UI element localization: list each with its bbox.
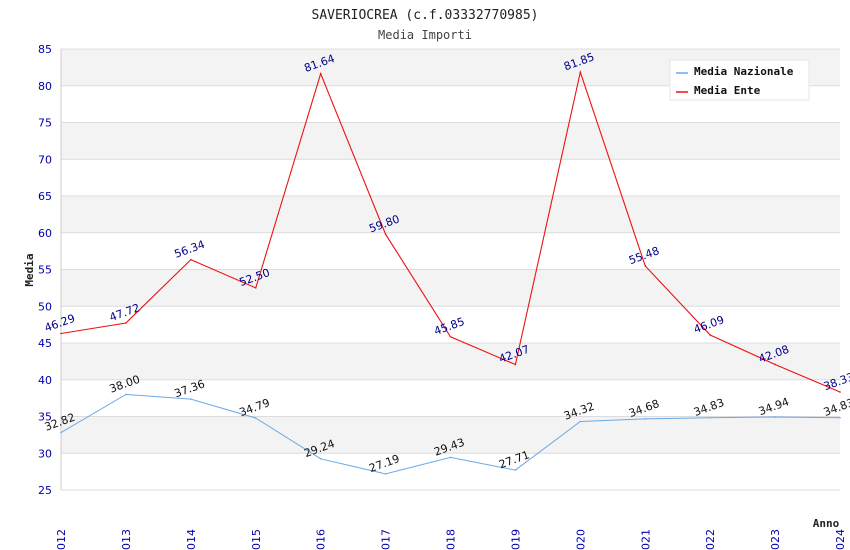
data-point (579, 420, 582, 423)
data-point (644, 418, 647, 420)
data-point (60, 332, 62, 335)
data-point (839, 416, 841, 419)
data-point (384, 473, 387, 475)
y-tick-label: 45 (38, 337, 52, 350)
data-point (60, 431, 62, 434)
data-point (514, 363, 517, 366)
y-tick-label: 55 (38, 264, 52, 277)
x-tick-label: 2020 (574, 529, 587, 550)
data-point (125, 322, 127, 324)
chart-subtitle: Media Importi (378, 28, 472, 42)
data-point (190, 398, 192, 400)
band (61, 159, 840, 196)
legend: Media Nazionale Media Ente (669, 59, 810, 101)
x-tick-label: 2024 (834, 529, 847, 550)
x-tick-label: 2014 (185, 529, 198, 550)
data-point (254, 417, 257, 419)
series-lines (60, 70, 841, 475)
x-tick-label: 2023 (769, 529, 782, 550)
data-point (709, 334, 711, 336)
x-tick-label: 2012 (55, 529, 68, 550)
data-point (449, 456, 452, 459)
y-tick-label: 65 (38, 190, 52, 203)
x-tick-label: 2016 (315, 529, 328, 550)
data-point (774, 363, 776, 366)
x-tick-label: 2013 (120, 529, 133, 550)
x-tick-label: 2021 (639, 529, 652, 550)
band (61, 269, 840, 307)
data-point (125, 393, 127, 396)
y-axis-label: Media (23, 253, 36, 286)
x-tick-label: 2018 (445, 529, 458, 550)
x-axis-ticks: 2012 2013 2014 2015 2016 2017 2018 2019 2020 2021… (55, 529, 847, 550)
y-tick-label: 25 (38, 484, 52, 497)
band (61, 453, 840, 490)
y-tick-label: 85 (38, 43, 52, 56)
band (61, 232, 840, 270)
band (61, 343, 840, 380)
data-point (774, 416, 776, 418)
y-tick-label: 35 (38, 411, 52, 424)
y-axis-ticks: 25 30 35 40 45 50 55 60 65 70 75 80 85 (38, 43, 52, 497)
legend-box (669, 59, 810, 101)
data-point (384, 233, 387, 236)
data-point (839, 391, 841, 393)
y-tick-label: 80 (38, 80, 52, 93)
y-tick-label: 70 (38, 153, 52, 166)
data-point (709, 416, 711, 419)
band (61, 416, 840, 454)
data-point (579, 71, 582, 73)
x-axis-label: Anno (813, 517, 840, 530)
data-point (254, 287, 257, 289)
legend-label-media-ente: Media Ente (694, 84, 761, 97)
x-tick-label: 2022 (704, 529, 717, 550)
data-point (190, 258, 192, 261)
data-point (319, 72, 322, 75)
chart-title: SAVERIOCREA (c.f.03332770985) (312, 8, 539, 23)
gridlines (60, 48, 840, 491)
y-tick-label: 60 (38, 227, 52, 240)
legend-label-media-nazionale: Media Nazionale (694, 65, 794, 78)
band (61, 122, 840, 160)
y-tick-label: 40 (38, 374, 52, 387)
y-tick-label: 30 (38, 447, 52, 460)
data-point (644, 265, 647, 267)
x-tick-label: 2015 (250, 529, 263, 550)
x-tick-label: 2017 (380, 529, 393, 550)
y-tick-label: 50 (38, 300, 52, 313)
band (61, 196, 840, 233)
y-tick-label: 75 (38, 117, 52, 130)
band (61, 379, 840, 417)
data-point (449, 335, 452, 338)
data-point (319, 458, 322, 460)
x-tick-label: 2019 (509, 529, 522, 550)
data-point (514, 469, 517, 471)
